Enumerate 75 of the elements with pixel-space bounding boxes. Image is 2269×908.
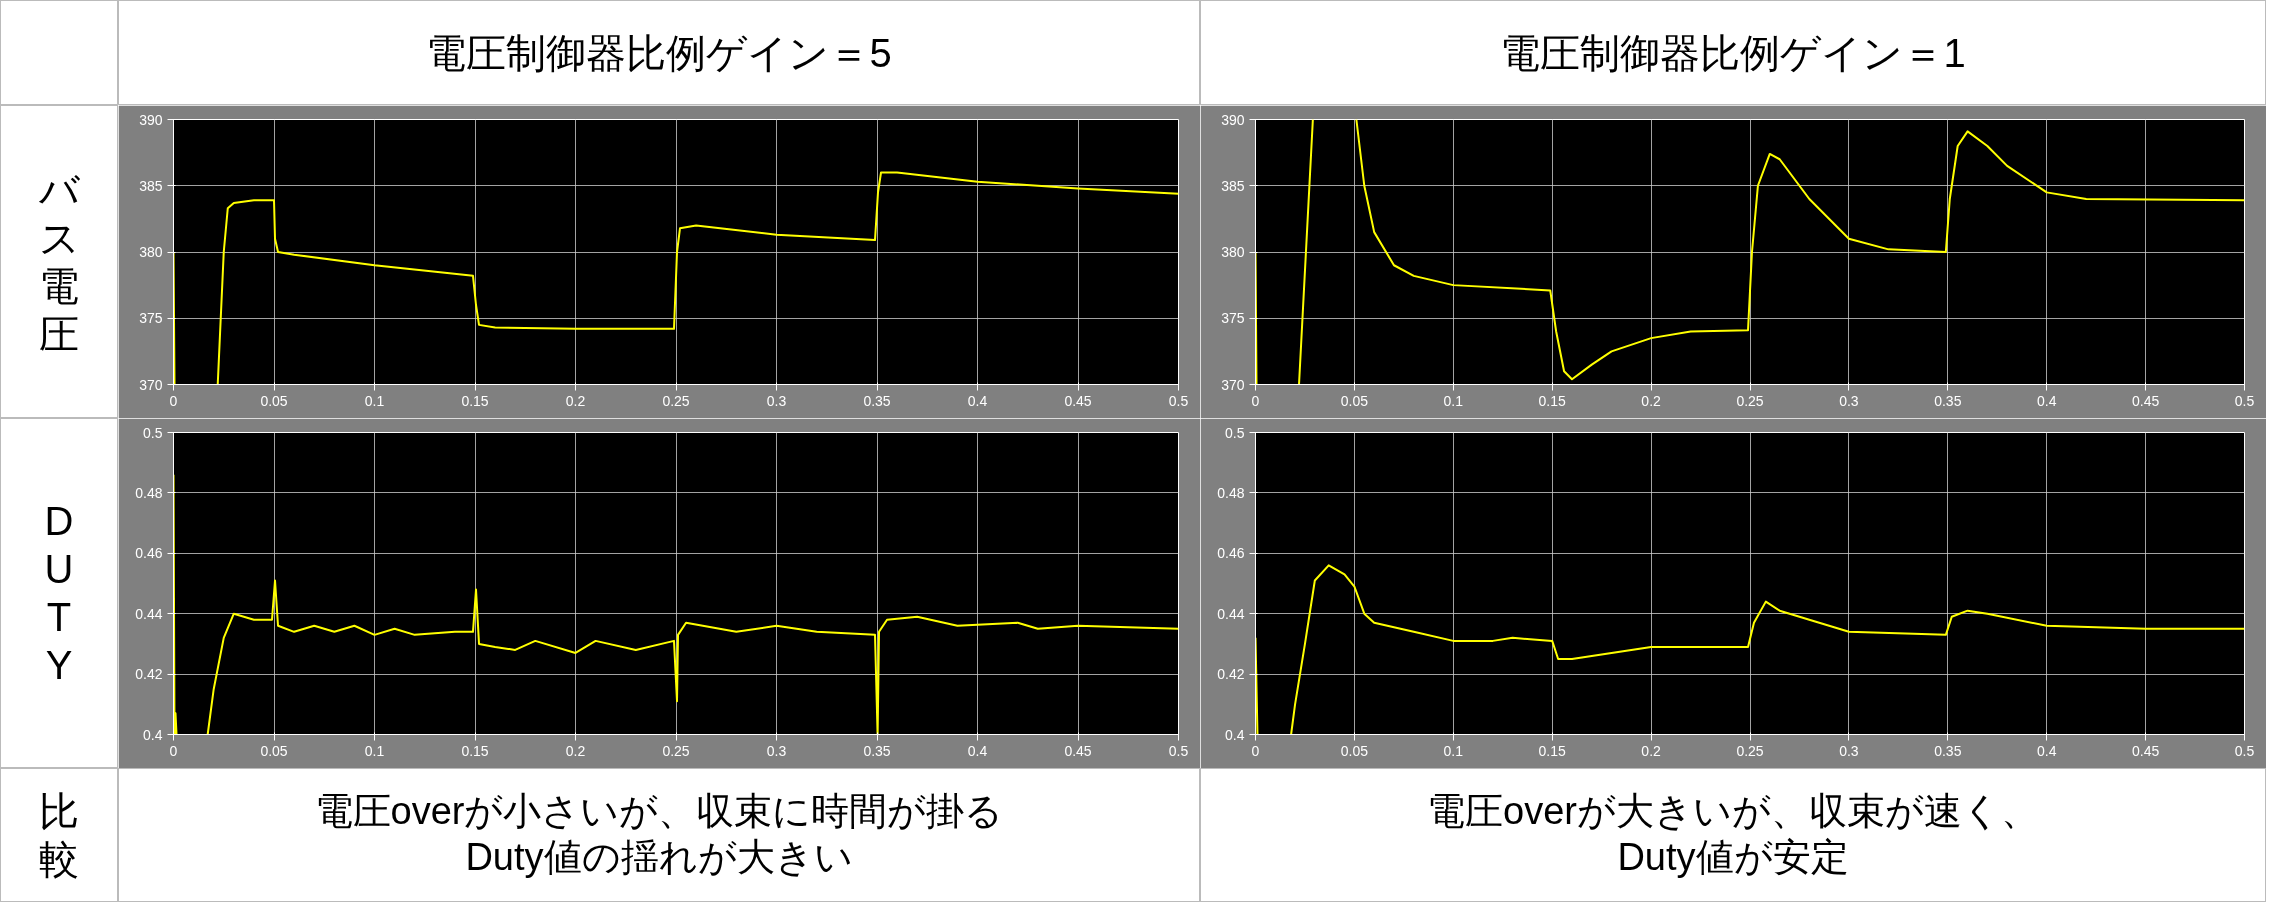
x-tick-label: 0 (1251, 742, 1260, 759)
x-tick-label: 0.5 (2234, 742, 2255, 759)
x-tick-label: 0.15 (461, 742, 489, 759)
x-tick-label: 0.45 (2131, 392, 2160, 409)
x-tick-label: 0.1 (1443, 742, 1464, 759)
x-tick-label: 0 (169, 742, 178, 759)
x-tick-label: 0.3 (766, 742, 787, 759)
text: Duty値が安定 (1617, 836, 1849, 878)
y-tick-label: 0.42 (135, 666, 163, 683)
y-tick-label: 0.44 (1217, 605, 1245, 622)
y-tick-label: 390 (1221, 111, 1245, 128)
y-tick-label: 0.46 (135, 545, 163, 562)
x-tick-label: 0.4 (2036, 742, 2057, 759)
x-tick-label: 0.35 (863, 392, 891, 409)
y-tick-label: 375 (139, 310, 163, 327)
y-tick-label: 380 (1221, 244, 1245, 260)
y-tick-label: 0.4 (1225, 726, 1245, 743)
x-tick-label: 0.05 (260, 742, 288, 759)
x-tick-label: 0.45 (1064, 392, 1092, 409)
x-tick-label: 0.25 (1736, 392, 1764, 409)
x-tick-label: 0.05 (1340, 392, 1369, 409)
x-tick-label: 0.2 (565, 742, 586, 759)
x-tick-label: 0.35 (1934, 742, 1962, 759)
text: 比較 (0, 768, 118, 902)
y-tick-label: 0.48 (1217, 484, 1245, 501)
y-tick-label: 0.46 (1217, 545, 1245, 562)
text: Duty値の揺れが大きい (465, 836, 853, 878)
x-tick-label: 0.05 (260, 392, 288, 409)
x-tick-label: 0.25 (662, 392, 690, 409)
x-tick-label: 0.4 (967, 742, 988, 759)
x-tick-label: 0.3 (766, 392, 787, 409)
x-tick-label: 0.45 (1064, 742, 1092, 759)
x-tick-label: 0.4 (2036, 392, 2057, 409)
x-tick-label: 0.1 (1443, 392, 1464, 409)
x-tick-label: 0.2 (1641, 392, 1662, 409)
y-tick-label: 390 (139, 111, 163, 128)
y-tick-label: 0.4 (143, 726, 163, 743)
x-tick-label: 0.1 (364, 742, 385, 759)
x-tick-label: 0.15 (461, 392, 489, 409)
x-tick-label: 0.5 (1168, 392, 1189, 409)
y-tick-label: 370 (139, 376, 163, 393)
x-tick-label: 0.35 (1934, 392, 1962, 409)
text: 電圧overが小さいが、収束に時間が掛る (314, 790, 1004, 833)
y-tick-label: 0.5 (143, 424, 163, 441)
x-tick-label: 0.2 (1641, 742, 1662, 759)
x-tick-label: 0 (169, 392, 178, 409)
x-tick-label: 0.15 (1538, 392, 1567, 409)
x-tick-label: 0.35 (863, 742, 891, 759)
y-tick-label: 370 (1221, 376, 1245, 393)
x-tick-label: 0.1 (364, 392, 385, 409)
x-tick-label: 0.2 (565, 392, 586, 409)
y-tick-label: 380 (139, 244, 163, 260)
y-tick-label: 0.5 (1225, 424, 1245, 441)
y-axis-title: DUTY (0, 418, 118, 768)
x-tick-label: 0.45 (2131, 742, 2160, 759)
x-tick-label: 0.3 (1839, 392, 1859, 409)
x-tick-label: 0.3 (1839, 742, 1859, 759)
x-tick-label: 0.15 (1538, 742, 1567, 759)
y-tick-label: 0.48 (135, 484, 163, 501)
x-tick-label: 0.05 (1340, 742, 1369, 759)
y-tick-label: 385 (139, 177, 163, 194)
chart-title: 電圧制御器比例ゲイン＝1 (1200, 0, 2266, 105)
y-tick-label: 375 (1221, 310, 1245, 327)
x-tick-label: 0.4 (967, 392, 988, 409)
x-tick-label: 0 (1251, 392, 1260, 409)
x-tick-label: 0.25 (662, 742, 690, 759)
y-tick-label: 0.44 (135, 605, 163, 622)
x-tick-label: 0.5 (2234, 392, 2255, 409)
x-tick-label: 0.5 (1168, 742, 1189, 759)
x-tick-label: 0.25 (1736, 742, 1764, 759)
y-tick-label: 385 (1221, 177, 1245, 194)
text: 電圧overが大きいが、収束が速く、 (1427, 790, 2039, 833)
chart-title: 電圧制御器比例ゲイン＝5 (118, 0, 1200, 105)
y-tick-label: 0.42 (1217, 666, 1245, 683)
y-axis-title: バス電圧 (0, 105, 118, 418)
